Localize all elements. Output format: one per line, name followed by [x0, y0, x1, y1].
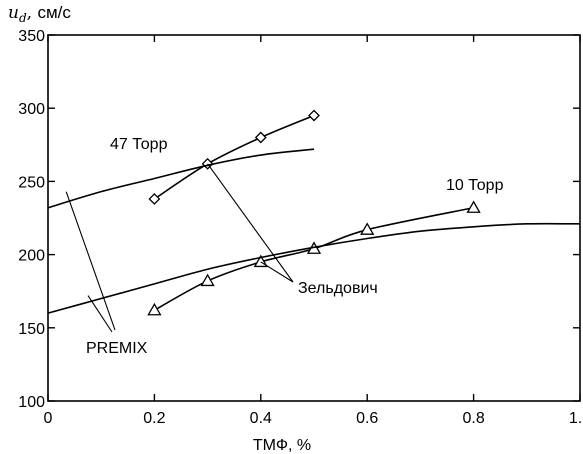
x-tick-label: 0 — [44, 410, 53, 427]
diamond-marker — [308, 109, 320, 122]
axes-frame — [47, 34, 581, 402]
y-tick-label: 350 — [18, 28, 45, 45]
annotation-premix: PREMIX — [86, 340, 148, 357]
x-tick-label: 0.6 — [356, 410, 378, 427]
series-zeldovich-10-torr — [147, 200, 481, 316]
x-axis-label: ТМФ, % — [253, 437, 311, 454]
series-line — [47, 148, 315, 209]
y-axis-label: ud, см/с — [8, 3, 71, 25]
triangle-marker — [466, 200, 481, 213]
leader-zeldovich-10 — [260, 261, 294, 283]
diamond-marker — [254, 131, 267, 144]
series-premix-10-torr — [47, 222, 581, 314]
leader-zeldovich-47 — [207, 163, 294, 283]
y-tick-label: 150 — [18, 321, 45, 338]
series-line — [47, 222, 581, 314]
y-tick-label: 100 — [18, 394, 45, 411]
diamond-marker — [148, 193, 161, 205]
x-tick-label: 0.8 — [462, 410, 484, 427]
x-tick-label: 0.2 — [143, 410, 165, 427]
annotation-47-torr: 47 Торр — [110, 136, 168, 153]
triangle-marker — [360, 222, 375, 235]
y-tick-label: 250 — [18, 174, 45, 191]
leader-premix-47 — [65, 191, 116, 331]
series-premix-47-torr — [47, 148, 315, 209]
series-layer — [47, 109, 581, 316]
x-tick-label: 0.4 — [250, 410, 272, 427]
series-zeldovich-47-torr — [148, 109, 320, 205]
annotation-zeldovich: Зельдович — [298, 280, 378, 297]
y-tick-label: 300 — [18, 101, 45, 118]
series-line — [153, 114, 315, 200]
leader-lines — [65, 163, 294, 333]
x-tick-label: 1.0 — [569, 410, 583, 427]
plot-frame — [47, 34, 581, 402]
triangle-marker — [200, 273, 215, 287]
y-tick-label: 200 — [18, 248, 45, 265]
axis-ticks: 0 0.2 0.4 0.6 0.8 1.0 100 150 200 250 300 350 — [18, 28, 583, 427]
annotation-10-torr: 10 Торр — [446, 177, 504, 194]
leader-premix-10 — [87, 295, 113, 333]
triangle-marker — [147, 302, 162, 316]
